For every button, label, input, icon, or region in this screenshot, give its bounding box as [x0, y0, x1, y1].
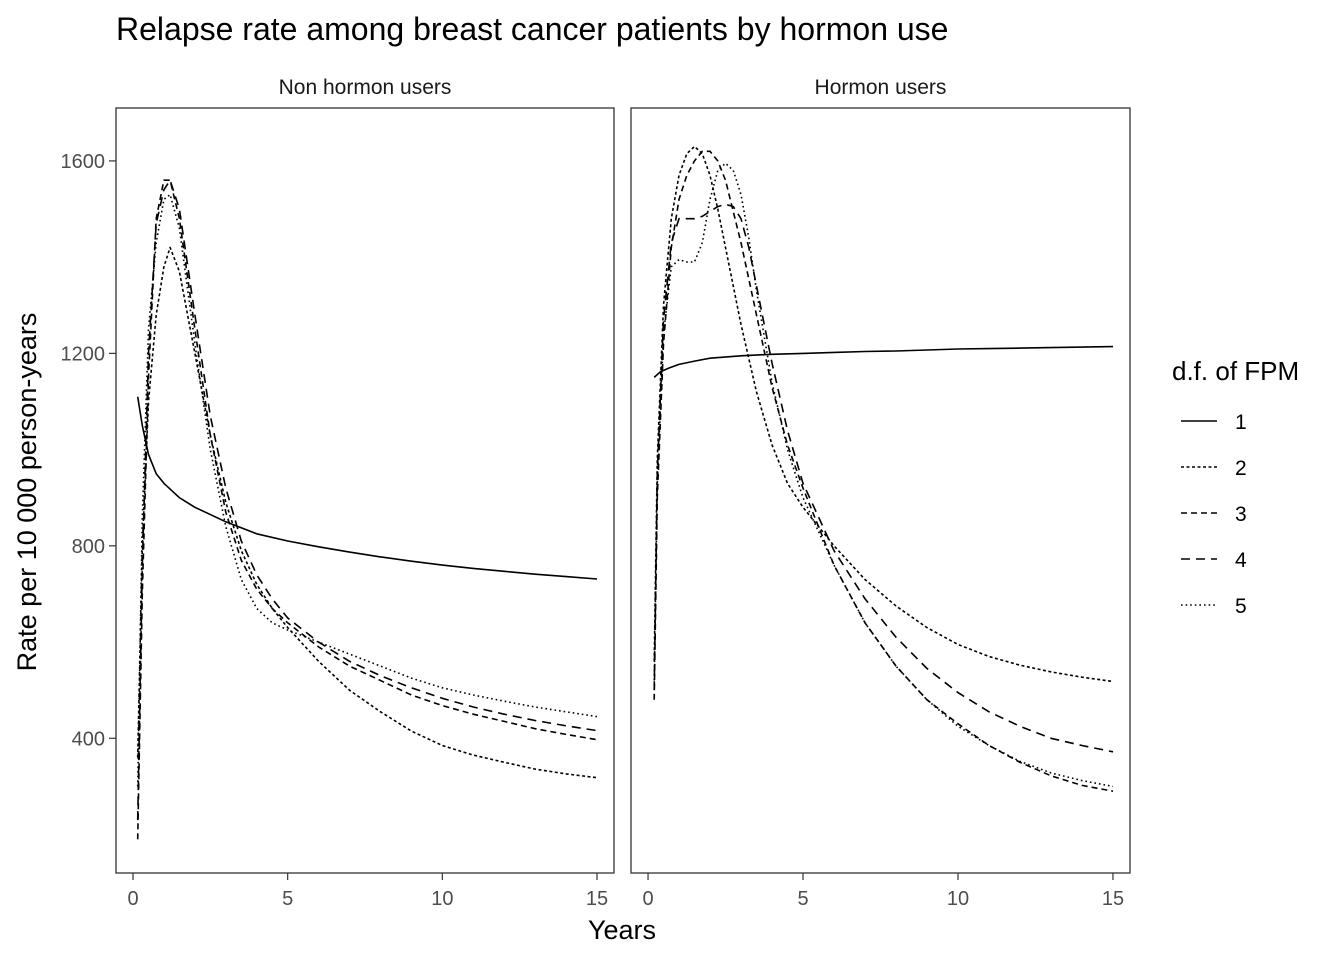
panel-2-series-4-line: [653, 203, 1114, 753]
x-tick-label: 10: [947, 888, 969, 910]
chart-title: Relapse rate among breast cancer patient…: [116, 11, 948, 47]
x-tick-label: 5: [282, 888, 293, 910]
legend-title: d.f. of FPM: [1172, 356, 1299, 386]
panel-1-series-1-line: [136, 396, 598, 580]
panel-2-strip-label: Hormon users: [815, 76, 947, 99]
panel-1-series-2-line: [136, 246, 598, 779]
panel-1-series-3-line: [136, 179, 598, 840]
x-tick-label: 15: [1102, 888, 1124, 910]
legend-label-2: 2: [1235, 457, 1247, 480]
legend-label-4: 4: [1235, 549, 1247, 572]
panel-2-series-5-line: [653, 162, 1114, 788]
panel-1: Non hormon users 0 5 10 15 400 800 1200 1600: [61, 76, 615, 910]
panel-2-series-2-line: [653, 145, 1114, 683]
legend-label-1: 1: [1235, 411, 1247, 434]
legend-label-5: 5: [1235, 595, 1247, 618]
legend-label-3: 3: [1235, 503, 1247, 526]
panel-1-frame: [115, 107, 615, 874]
y-tick-label: 1600: [61, 151, 106, 173]
panel-2-frame: [630, 107, 1131, 874]
panel-2-series-1-line: [653, 345, 1114, 378]
panels: Non hormon users 0 5 10 15 400 800 1200 1600 Horm…: [61, 76, 1131, 910]
x-tick-label: 0: [642, 888, 653, 910]
y-tick-label: 1200: [61, 343, 106, 365]
panel-1-strip-label: Non hormon users: [279, 76, 452, 99]
x-tick-label: 15: [586, 888, 608, 910]
x-axis-title: Years: [588, 915, 656, 945]
x-tick-label: 0: [127, 888, 138, 910]
y-tick-label: 800: [72, 536, 105, 558]
panel-1-series-5-line: [136, 193, 598, 787]
y-axis-title: Rate per 10 000 person-years: [12, 313, 42, 672]
legend: d.f. of FPM 1 2 3 4 5: [1172, 356, 1299, 618]
x-tick-label: 10: [431, 888, 453, 910]
panel-2: Hormon users 0 5 10 15: [630, 76, 1131, 910]
x-tick-label: 5: [797, 888, 808, 910]
y-tick-label: 400: [72, 728, 105, 750]
